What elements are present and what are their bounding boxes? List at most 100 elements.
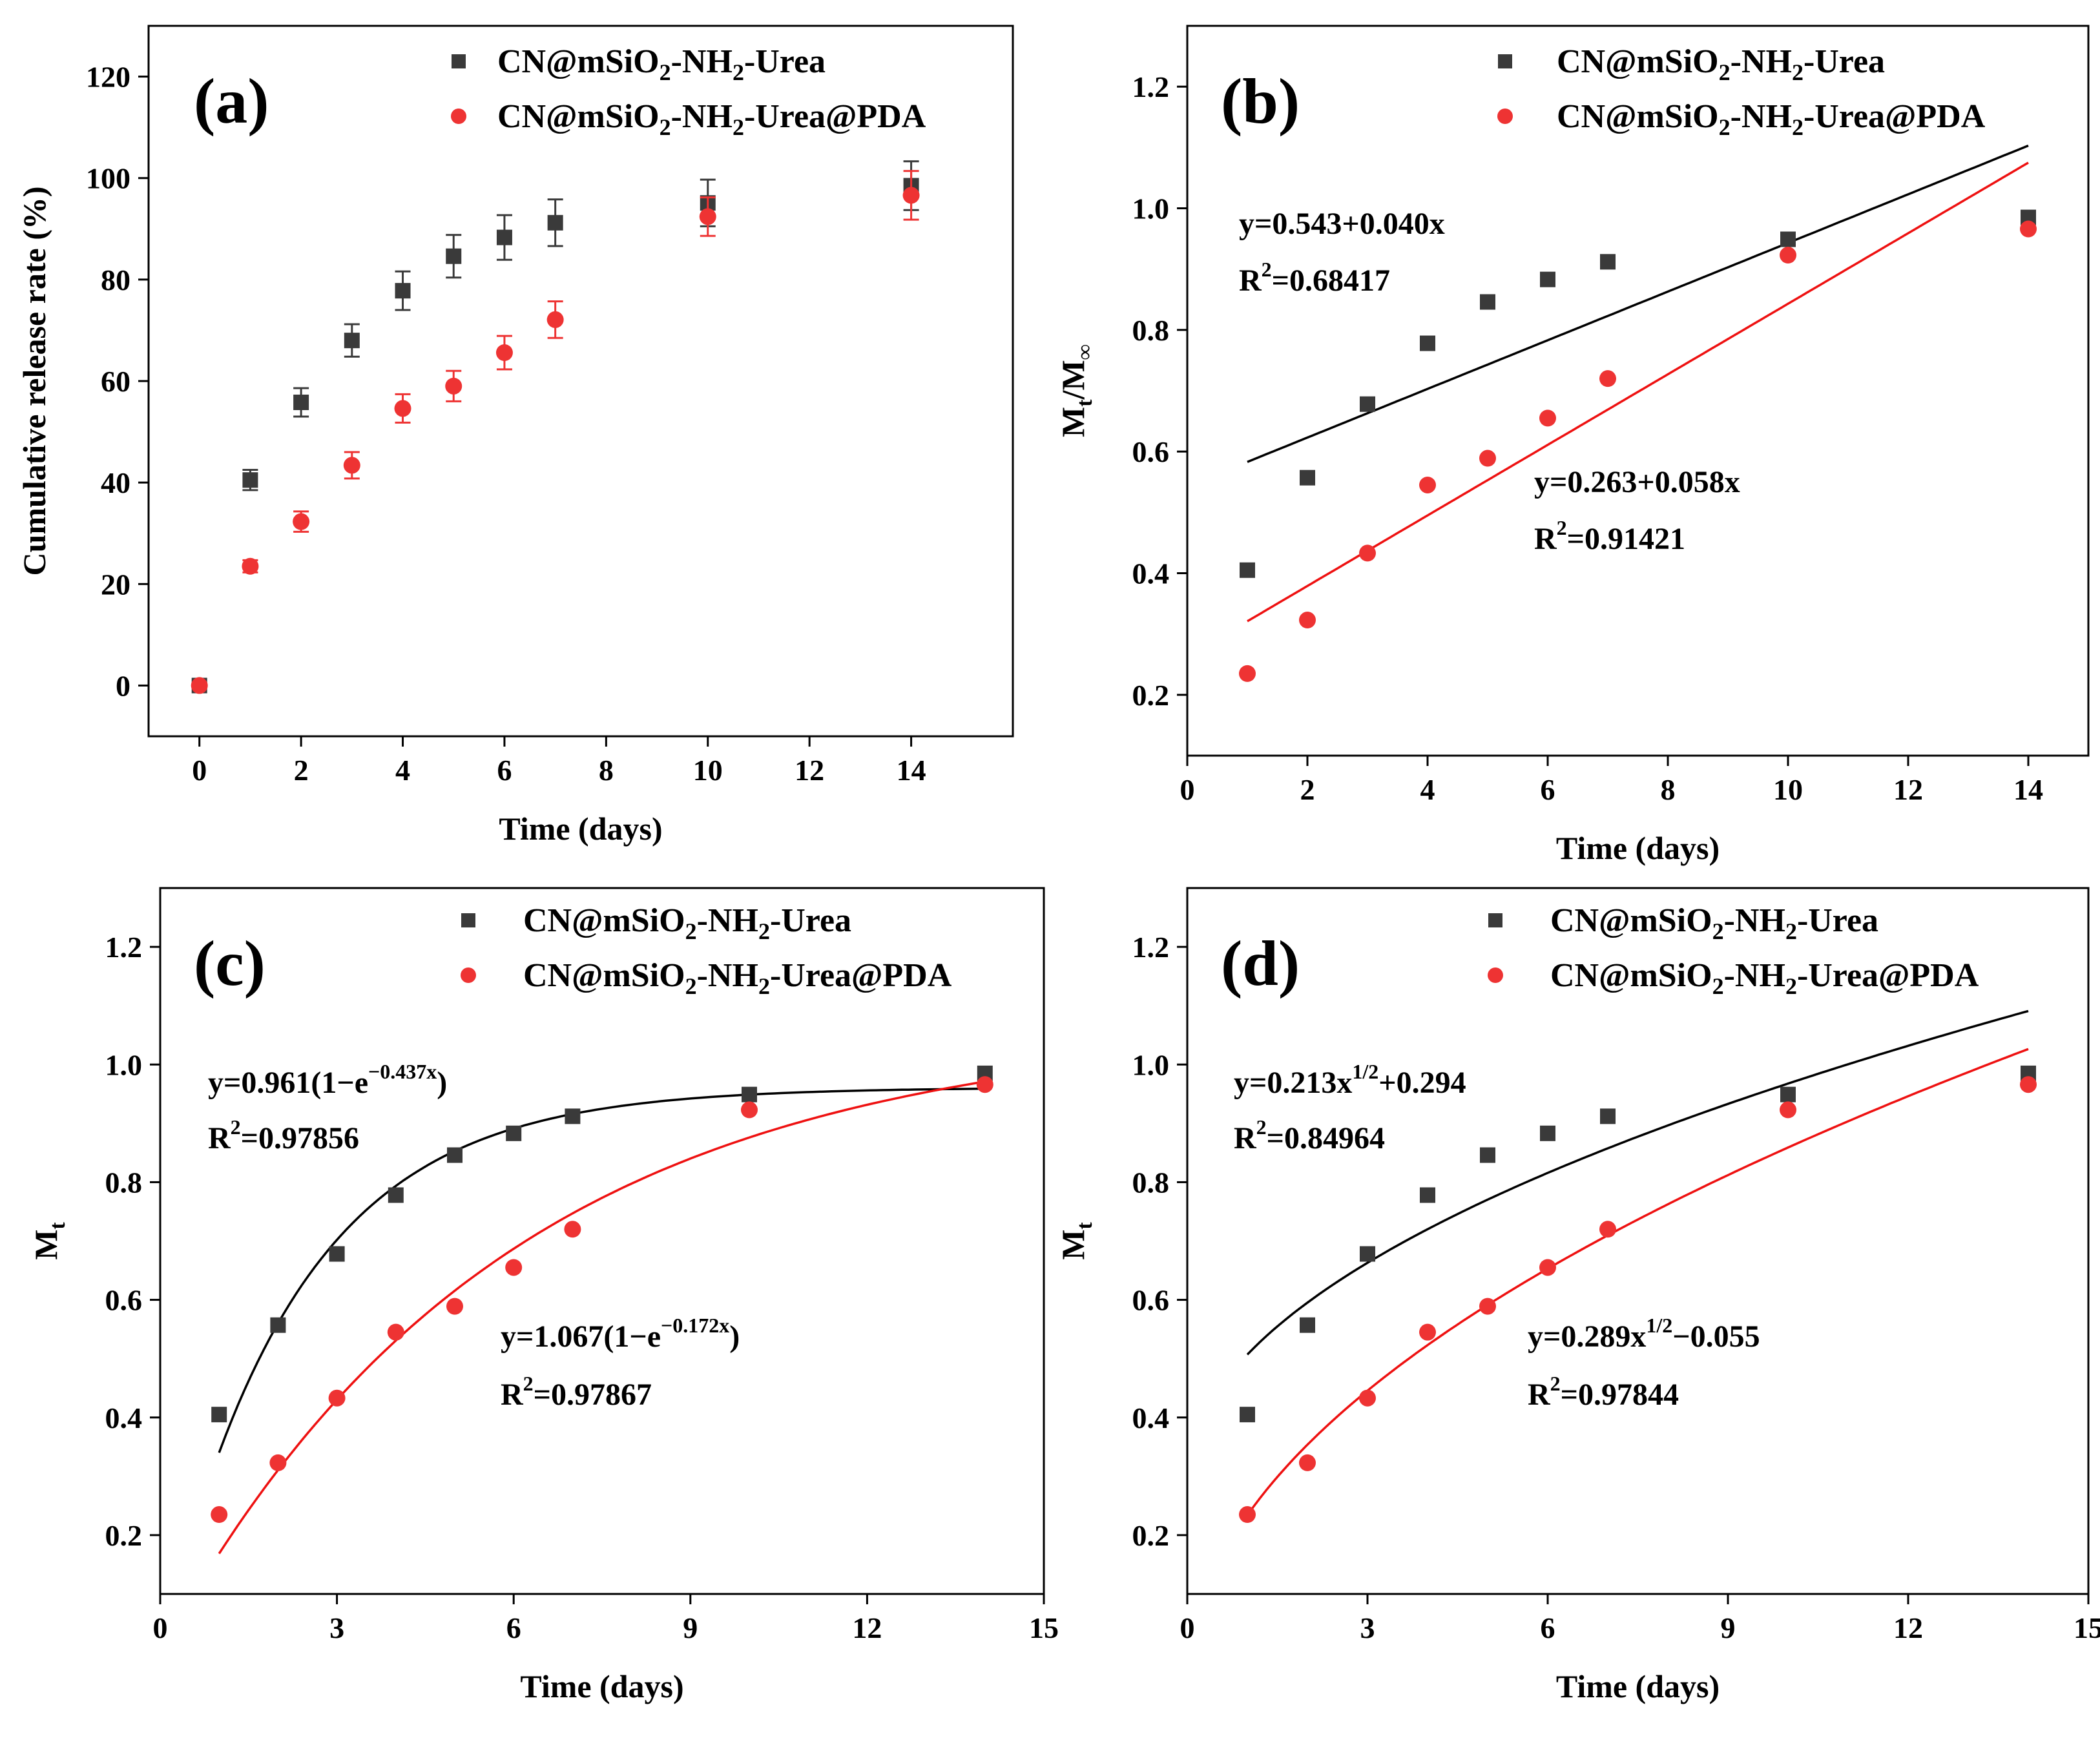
fit-r2-superscript: 2 — [1256, 1115, 1267, 1139]
legend-marker-square — [461, 913, 475, 927]
fit-equation: y=0.213x1/2+0.294 — [1234, 1060, 1466, 1100]
data-point-circle — [902, 187, 920, 204]
y-tick-label: 100 — [86, 162, 130, 195]
y-axis-label: Cumulative release rate (%) — [16, 186, 52, 575]
data-point-circle — [2020, 220, 2037, 238]
fit-equation-superscript: 1/2 — [1646, 1314, 1672, 1337]
legend-marker-circle — [1488, 967, 1503, 983]
legend-text: CN@mSiO — [1550, 957, 1712, 994]
data-point-square — [496, 229, 512, 245]
chart-panel-d: 0 3 6 9 12 15 0.2 0.4 0.6 0.8 1.0 1.2 Time (days) Mt (… — [1055, 887, 2100, 1704]
legend-label-series1: CN@mSiO2-NH2-Urea — [1550, 902, 1878, 944]
data-point-circle — [1780, 1101, 1796, 1119]
legend-subscript: 2 — [1785, 918, 1797, 944]
x-tick-label: 3 — [329, 1611, 344, 1644]
fit-r2: R2=0.68417 — [1239, 258, 1390, 298]
fit-equation-text: y=0.213x — [1234, 1066, 1352, 1100]
panel-label: (c) — [194, 927, 265, 999]
y-axis-label-sub: t — [1073, 1222, 1097, 1230]
x-tick-label: 0 — [1180, 1611, 1195, 1644]
y-tick-label: 0.4 — [105, 1401, 143, 1434]
y-tick-label: 0.4 — [1132, 1401, 1170, 1434]
data-point-circle — [1419, 476, 1436, 493]
x-tick-label: 6 — [506, 1611, 521, 1644]
data-point-square — [1540, 271, 1555, 287]
x-tick-label: 0 — [153, 1611, 168, 1644]
x-tick-label: 4 — [395, 754, 410, 787]
fit-equation-text: ) — [729, 1319, 740, 1354]
data-point-circle — [1479, 450, 1496, 467]
data-point-circle — [242, 557, 259, 575]
x-tick-label: 0 — [192, 754, 207, 787]
data-point-circle — [328, 1389, 346, 1407]
data-point-circle — [2020, 1076, 2037, 1093]
data-point-square — [1600, 1108, 1616, 1124]
data-point-circle — [495, 344, 513, 361]
data-point-square — [329, 1246, 345, 1262]
x-tick-label: 2 — [1300, 773, 1315, 806]
fit-equation-text: −0.055 — [1672, 1319, 1760, 1354]
y-axis-label-sub2: ∞ — [1073, 344, 1097, 360]
data-point-square — [565, 1108, 581, 1124]
legend-text: -Urea — [744, 43, 826, 80]
legend-text: -NH — [671, 43, 733, 80]
legend-marker-circle — [1497, 109, 1513, 124]
fit-equation-text: ) — [437, 1066, 447, 1100]
x-tick-label: 14 — [897, 754, 926, 787]
y-axis-label-sub: t — [1073, 399, 1097, 407]
legend-text: -Urea@PDA — [744, 98, 926, 135]
y-tick-label: 1.2 — [1132, 70, 1170, 103]
data-point-circle — [741, 1101, 758, 1119]
data-point-square — [388, 1187, 404, 1203]
data-point-square — [242, 472, 258, 488]
y-tick-label: 0.2 — [1132, 679, 1170, 712]
legend-label-series2: CN@mSiO2-NH2-Urea@PDA — [1557, 98, 1986, 140]
fit-r2-text: =0.68417 — [1272, 264, 1390, 298]
data-point-circle — [976, 1076, 993, 1093]
x-tick-label: 15 — [2074, 1611, 2100, 1644]
fit-r2-superscript: 2 — [1550, 1372, 1561, 1395]
legend-marker-square — [452, 54, 466, 68]
data-point-square — [1360, 1246, 1375, 1262]
fit-equation: y=0.263+0.058x — [1534, 465, 1740, 499]
data-point-square — [270, 1317, 286, 1333]
x-tick-label: 10 — [693, 754, 723, 787]
data-point-circle — [293, 513, 310, 530]
data-point-square — [1420, 1187, 1435, 1203]
data-point-square — [344, 333, 360, 349]
data-point-square — [1240, 1407, 1255, 1423]
y-tick-label: 0.8 — [105, 1166, 143, 1199]
fit-equation-text: y=1.067(1−e — [501, 1319, 661, 1354]
x-tick-label: 15 — [1029, 1611, 1059, 1644]
fit-r2-text: R — [1534, 522, 1557, 556]
legend-text: -Urea — [770, 902, 851, 939]
fit-equation: y=0.289x1/2−0.055 — [1528, 1314, 1760, 1354]
legend-subscript: 2 — [1719, 59, 1731, 85]
panel-label: (d) — [1221, 927, 1300, 999]
fit-equation-superscript: 1/2 — [1352, 1060, 1378, 1083]
fit-r2-text: =0.97844 — [1561, 1378, 1679, 1412]
data-point-circle — [1299, 1454, 1316, 1471]
legend-subscript: 2 — [660, 59, 671, 85]
y-tick-label: 0.4 — [1132, 557, 1170, 590]
fit-r2: R2=0.84964 — [1234, 1115, 1385, 1155]
fit-r2-text: =0.91421 — [1567, 522, 1685, 556]
legend-text: CN@mSiO — [523, 902, 685, 939]
y-tick-label: 120 — [86, 61, 130, 94]
data-point-circle — [1599, 370, 1616, 388]
fit-r2-superscript: 2 — [231, 1115, 241, 1139]
legend-text: CN@mSiO — [1557, 43, 1719, 80]
y-tick-label: 1.2 — [105, 931, 143, 964]
x-axis-label: Time (days) — [499, 811, 662, 847]
data-point-circle — [1419, 1323, 1436, 1341]
fit-equation: y=0.961(1−e−0.437x) — [208, 1060, 447, 1100]
legend-subscript: 2 — [758, 918, 770, 944]
legend-subscript: 2 — [1712, 918, 1724, 944]
fit-r2-text: =0.84964 — [1267, 1121, 1385, 1155]
fit-equation-text: y=0.961(1−e — [208, 1066, 368, 1100]
chart-panel-a: 0 2 4 6 8 10 12 14 0 20 40 60 80 100 120 Time (days) Cum… — [16, 25, 1014, 847]
y-tick-label: 0 — [116, 669, 130, 702]
data-point-circle — [1359, 544, 1376, 562]
panel-label: (a) — [194, 65, 269, 137]
